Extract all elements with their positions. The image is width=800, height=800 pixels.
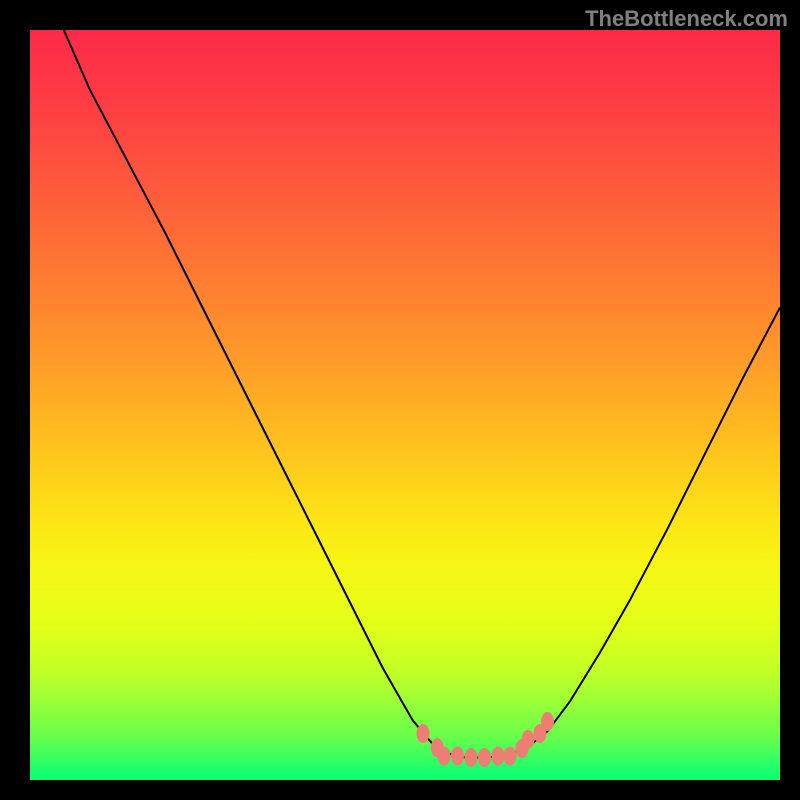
trough-marker [504,747,516,765]
trough-marker [479,749,491,767]
chart-container: TheBottleneck.com [0,0,800,800]
trough-marker [522,731,534,749]
bottleneck-chart [0,0,800,800]
trough-marker [452,747,464,765]
trough-marker [438,747,450,765]
trough-marker [417,725,429,743]
trough-marker [542,713,554,731]
watermark-text: TheBottleneck.com [585,6,788,32]
gradient-background [30,30,780,780]
trough-marker [492,747,504,765]
trough-marker [465,749,477,767]
